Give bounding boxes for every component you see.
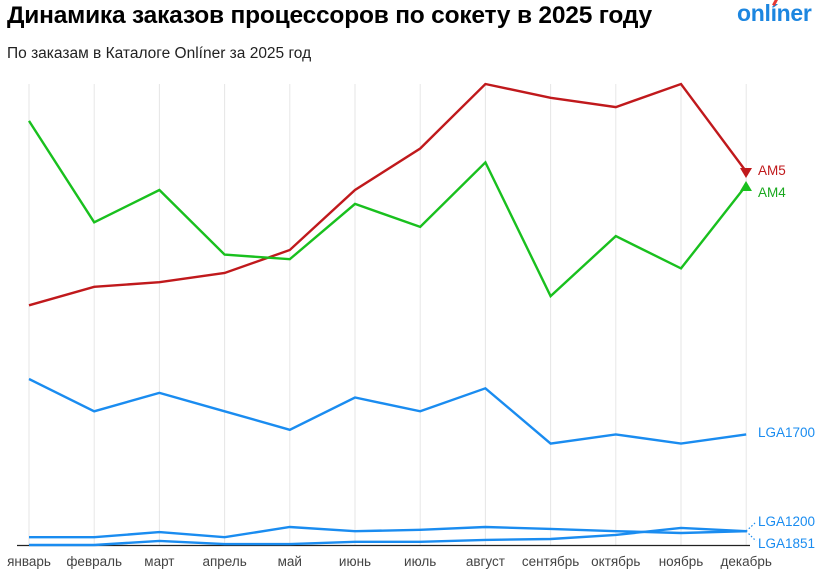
series-line-lga1700 — [28, 377, 747, 445]
x-axis-label: январь — [7, 554, 51, 569]
x-axis-label: ноябрь — [659, 554, 704, 569]
series-lines — [27, 82, 748, 547]
chart-subtitle: По заказам в Каталоге Onlíner за 2025 го… — [7, 45, 312, 62]
series-label-lga1700: LGA1700 — [758, 425, 815, 440]
series-label-am5: AM5 — [758, 163, 786, 178]
x-axis-label: май — [278, 554, 302, 569]
series-line-lga1200 — [29, 525, 747, 539]
x-axis-label: декабрь — [721, 554, 772, 569]
series-label-lga1851: LGA1851 — [758, 536, 815, 551]
x-axis-label: февраль — [66, 554, 122, 569]
onliner-logo: onlíner — [737, 0, 812, 27]
series-label-am4: AM4 — [758, 185, 786, 200]
x-axis-label: апрель — [202, 554, 246, 569]
am4-end-marker-icon — [740, 181, 752, 191]
x-axis-label: июль — [404, 554, 436, 569]
am5-end-marker-icon — [740, 168, 752, 178]
vertical-gridlines — [28, 84, 747, 545]
lga1851-label-connector — [745, 530, 757, 542]
series-line-lga1851 — [29, 526, 747, 547]
x-axis-label: август — [466, 554, 505, 569]
series-label-lga1200: LGA1200 — [758, 514, 815, 529]
x-axis-label: июнь — [339, 554, 371, 569]
x-axis-label: март — [144, 554, 174, 569]
series-line-am4 — [27, 120, 748, 299]
series-line-am5 — [28, 82, 748, 307]
lga1200-label-connector — [745, 521, 757, 532]
chart-title: Динамика заказов процессоров по сокету в… — [7, 2, 652, 29]
x-axis-labels: январь февраль март апрель май июнь июль август… — [7, 554, 772, 569]
x-axis-label: сентябрь — [522, 554, 579, 569]
x-axis-label: октябрь — [591, 554, 640, 569]
